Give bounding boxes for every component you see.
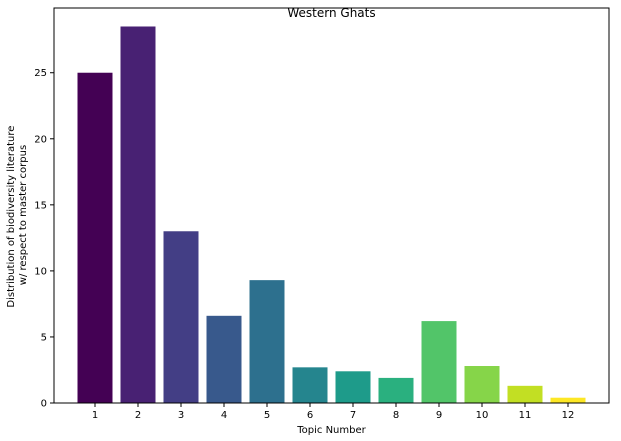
y-axis-label-line-1: Distribution of biodiversity literature — [6, 126, 17, 308]
bar-topic-2 — [120, 26, 156, 403]
bar-topic-7 — [335, 371, 371, 403]
y-tick-label: 15 — [34, 200, 47, 211]
bar-topic-6 — [292, 367, 328, 403]
bar-topic-12 — [550, 397, 586, 403]
plot-frame — [53, 7, 610, 404]
bar-topic-4 — [206, 315, 242, 403]
y-axis-label-line-2: w/ respect to master corpus — [18, 145, 29, 285]
x-tick-label: 1 — [92, 410, 98, 421]
bar-topic-10 — [464, 366, 500, 403]
x-tick-label: 2 — [135, 410, 141, 421]
y-tick-label: 0 — [41, 399, 47, 410]
bar-topic-11 — [507, 385, 543, 403]
chart-title: Western Ghats — [287, 6, 375, 20]
x-tick-label: 5 — [264, 410, 270, 421]
bar-topic-5 — [249, 280, 285, 403]
x-tick-label: 9 — [436, 410, 442, 421]
x-tick-label: 10 — [476, 410, 489, 421]
x-ticks: 1 2 3 4 5 6 7 8 9 10 11 12 — [92, 403, 575, 421]
y-tick-label: 10 — [34, 266, 47, 277]
x-axis-label: Topic Number — [296, 425, 366, 436]
bar-topic-3 — [163, 231, 199, 403]
x-tick-label: 11 — [519, 410, 532, 421]
y-tick-label: 20 — [34, 134, 47, 145]
bar-topic-9 — [421, 321, 457, 403]
y-tick-label: 5 — [41, 332, 47, 343]
x-tick-label: 4 — [221, 410, 227, 421]
y-tick-label: 25 — [34, 68, 47, 79]
x-tick-label: 8 — [393, 410, 399, 421]
x-tick-label: 6 — [307, 410, 313, 421]
bar-topic-8 — [378, 377, 414, 403]
x-tick-label: 7 — [350, 410, 356, 421]
x-tick-label: 3 — [178, 410, 184, 421]
bar-topic-1 — [77, 72, 113, 403]
x-tick-label: 12 — [562, 410, 575, 421]
y-ticks: 0 5 10 15 20 25 — [34, 68, 54, 410]
bars-group — [77, 26, 586, 403]
y-axis-label: Distribution of biodiversity literature … — [6, 122, 29, 307]
